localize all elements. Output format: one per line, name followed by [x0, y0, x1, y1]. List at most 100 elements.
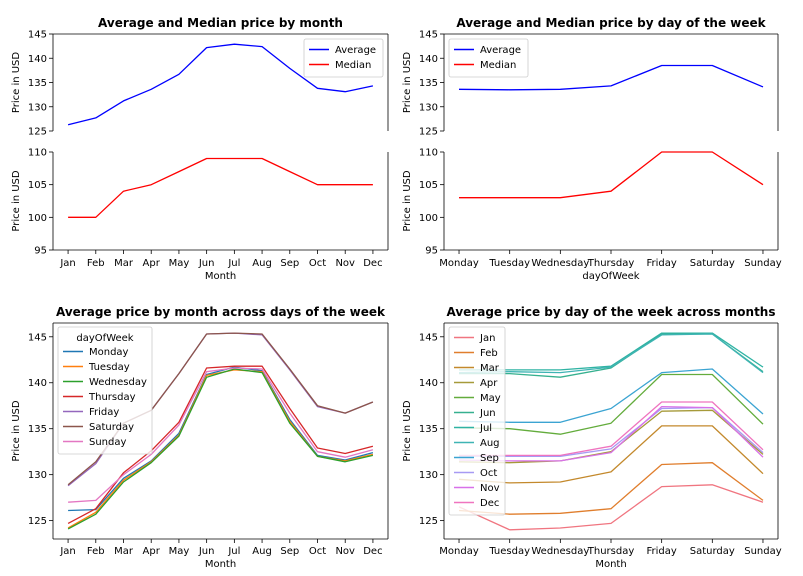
- y-tick-label: 125: [419, 127, 438, 138]
- legend-label: Friday: [89, 407, 119, 418]
- y-tick-label: 130: [28, 102, 47, 113]
- legend-label: Tuesday: [88, 362, 130, 373]
- series-median-line: [459, 151, 764, 199]
- x-axis-label: Month: [205, 271, 236, 282]
- legend-label: Aug: [480, 438, 500, 449]
- y-axis-label: Price in USD: [11, 52, 22, 114]
- y-tick-label: 95: [425, 246, 438, 257]
- series-average-line: [67, 43, 374, 126]
- x-axis-label: dayOfWeek: [582, 271, 639, 282]
- chart-month-by-weekday: 125 130 135 140 145 Jan Feb Mar Apr May Jun Jul Aug S…: [11, 305, 389, 570]
- legend-box: [57, 326, 153, 455]
- legend-box: [303, 38, 384, 78]
- legend-label: Nov: [480, 483, 500, 494]
- y-tick-label: 125: [28, 127, 47, 138]
- y-tick-label: 105: [28, 180, 47, 191]
- x-tick-label: Jul: [227, 546, 240, 557]
- legend-label: Mar: [480, 363, 500, 374]
- y-tick-label: 135: [28, 78, 47, 89]
- x-tick-label: Saturday: [690, 546, 735, 557]
- legend-label: May: [480, 393, 501, 404]
- legend-label: Oct: [480, 468, 497, 479]
- x-tick-label: Oct: [309, 546, 326, 557]
- legend-label: Apr: [480, 378, 498, 389]
- x-axis-label: Month: [595, 559, 626, 570]
- y-tick-label: 145: [419, 30, 438, 41]
- y-tick-label: 100: [419, 213, 438, 224]
- legend-label: Average: [335, 45, 376, 56]
- legend-label: Saturday: [89, 422, 134, 433]
- y-axis-label: Price in USD: [402, 170, 413, 232]
- y-tick-label: 130: [419, 470, 438, 481]
- y-tick-label: 95: [34, 246, 47, 257]
- y-tick-label: 110: [28, 148, 47, 159]
- x-tick-label: Wednesday: [531, 258, 589, 269]
- legend-label: Sep: [480, 453, 499, 464]
- chart-title: Average and Median price by day of the w…: [456, 16, 766, 30]
- y-tick-label: 125: [419, 516, 438, 527]
- y-tick-label: 145: [28, 332, 47, 343]
- y-tick-label: 140: [419, 378, 438, 389]
- x-tick-label: Friday: [647, 258, 677, 269]
- x-tick-label: Tuesday: [488, 258, 530, 269]
- x-tick-label: Mar: [114, 258, 134, 269]
- y-tick-label: 140: [28, 54, 47, 65]
- x-tick-label: Jan: [59, 546, 75, 557]
- y-tick-label: 105: [419, 180, 438, 191]
- y-tick-label: 125: [28, 516, 47, 527]
- series-median-line: [68, 157, 373, 218]
- x-tick-label: Thursday: [587, 546, 635, 557]
- y-tick-label: 145: [419, 332, 438, 343]
- y-tick-label: 130: [419, 102, 438, 113]
- x-tick-label: Aug: [252, 258, 272, 269]
- x-tick-label: Sunday: [744, 546, 781, 557]
- x-tick-label: Mar: [114, 546, 134, 557]
- series-sunday-line: [68, 367, 374, 503]
- x-tick-label: Feb: [87, 546, 105, 557]
- x-tick-label: Wednesday: [531, 546, 589, 557]
- y-axis-label: Price in USD: [11, 170, 22, 232]
- chart-title: Average price by month across days of th…: [56, 305, 386, 319]
- legend-label: Median: [480, 60, 516, 71]
- chart-price-by-day: 125 130 135 140 145 95 100 105 110 Monday Tuesday W…: [402, 16, 782, 282]
- legend-label: Thursday: [88, 392, 136, 403]
- x-tick-label: Friday: [647, 546, 677, 557]
- series-wednesday-line: [67, 368, 374, 530]
- y-tick-label: 135: [419, 424, 438, 435]
- chart-price-by-month: 125 130 135 140 145 95 100 105 110 Jan Feb Mar Apr Ma…: [11, 16, 389, 282]
- x-tick-label: Jan: [59, 258, 75, 269]
- y-tick-label: 130: [28, 470, 47, 481]
- series-monday-line: [68, 366, 374, 512]
- x-tick-label: Sep: [280, 258, 299, 269]
- x-tick-label: May: [169, 546, 190, 557]
- x-tick-label: Saturday: [690, 258, 735, 269]
- x-tick-label: Oct: [309, 258, 326, 269]
- x-axis-label: Month: [205, 559, 236, 570]
- y-axis-label: Price in USD: [402, 400, 413, 462]
- y-tick-label: 100: [28, 213, 47, 224]
- legend-title: dayOfWeek: [76, 333, 133, 344]
- legend-label: Jan: [479, 333, 495, 344]
- y-tick-label: 140: [419, 54, 438, 65]
- chart-title: Average price by day of the week across …: [446, 305, 775, 319]
- legend-label: Wednesday: [89, 377, 147, 388]
- legend-label: Sunday: [89, 437, 126, 448]
- x-tick-label: Dec: [363, 258, 382, 269]
- x-tick-label: Aug: [252, 546, 272, 557]
- x-tick-label: Tuesday: [488, 546, 530, 557]
- x-tick-label: Thursday: [587, 258, 635, 269]
- x-tick-label: Jun: [198, 258, 215, 269]
- x-tick-label: Sunday: [744, 258, 781, 269]
- y-tick-label: 110: [419, 148, 438, 159]
- x-tick-label: Monday: [439, 546, 479, 557]
- chart-weekday-by-month: 125 130 135 140 145 Monday Tuesday WednesdayThu…: [402, 305, 782, 570]
- x-tick-label: Nov: [335, 258, 355, 269]
- x-tick-label: Apr: [143, 258, 161, 269]
- x-tick-label: May: [169, 258, 190, 269]
- x-tick-label: Dec: [363, 546, 382, 557]
- legend-label: Dec: [480, 498, 499, 509]
- chart-title: Average and Median price by month: [98, 16, 343, 30]
- y-tick-label: 145: [28, 30, 47, 41]
- x-tick-label: Nov: [335, 546, 355, 557]
